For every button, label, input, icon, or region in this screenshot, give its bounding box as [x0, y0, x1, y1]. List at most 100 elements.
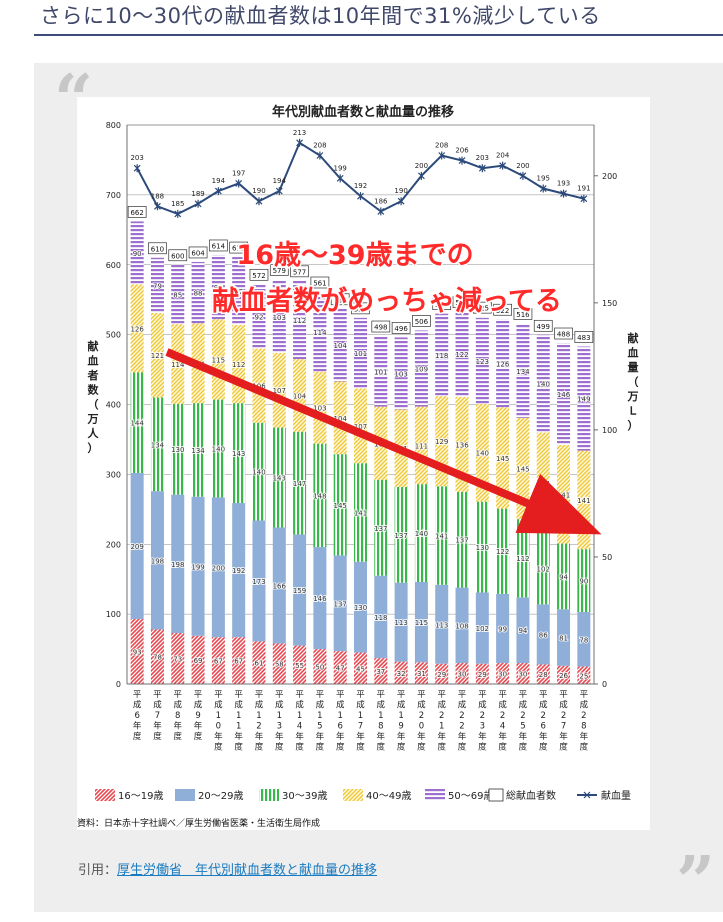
- x-tick-char: 平: [174, 690, 183, 700]
- bar-segment: [374, 479, 388, 576]
- segment-label: 50: [315, 664, 324, 672]
- legend: 16〜19歳 20〜29歳 30〜39歳 40〜49歳 50〜69歳 総献血者数 献血量: [95, 788, 631, 802]
- x-tick-char: 成: [559, 700, 568, 711]
- total-box: [127, 206, 147, 218]
- segment-label: 67: [234, 658, 243, 666]
- annotation-line-2: 献血者数がめっちゃ減ってる: [212, 285, 562, 317]
- segment-label: 92: [214, 284, 223, 292]
- x-tick-char: 平: [275, 690, 284, 700]
- volume-marker: [539, 184, 547, 193]
- legend-swatch: [488, 788, 504, 802]
- x-tick-char: 7: [358, 722, 363, 732]
- volume-label: 197: [232, 169, 245, 177]
- x-tick-char: 平: [234, 690, 243, 700]
- segment-label: 69: [194, 657, 203, 665]
- segment-label: 130: [476, 544, 489, 552]
- total-label: 610: [151, 245, 164, 253]
- total-box: [168, 249, 188, 262]
- segment-label: 113: [394, 619, 407, 627]
- x-tick-char: 度: [194, 731, 203, 742]
- volume-label: 204: [496, 152, 510, 160]
- x-tick-char: 4: [297, 722, 302, 732]
- citation-link[interactable]: 厚生労働省 年代別献血者数と献血量の推移: [117, 863, 378, 878]
- x-tick-char: 成: [275, 700, 284, 711]
- volume-marker: [357, 192, 364, 201]
- bar-segment: [394, 661, 408, 684]
- bar-segment: [252, 348, 266, 423]
- total-label: 600: [171, 252, 184, 260]
- x-tick-char: 1: [337, 711, 342, 721]
- bar-segment: [516, 663, 530, 684]
- bar-segment: [414, 406, 428, 485]
- segment-label: 137: [455, 537, 468, 545]
- bar-segment: [171, 324, 185, 404]
- total-box: [554, 327, 573, 340]
- x-tick-labels: 平成6年度平成7年度平成8年度平成9年度平成10年度平成11年度平成12年度平成…: [133, 690, 589, 753]
- bar-segment: [455, 311, 469, 397]
- x-tick-char: 成: [377, 700, 386, 711]
- x-tick-char: 3: [480, 722, 485, 732]
- segment-label: 146: [313, 595, 327, 603]
- bar-segment: [333, 651, 347, 684]
- legend-label: 50〜69歳: [448, 790, 493, 802]
- segment-label: 111: [415, 442, 428, 450]
- x-tick-char: 平: [377, 690, 386, 700]
- x-tick-char: 年: [580, 731, 589, 742]
- total-label: 561: [313, 280, 326, 288]
- bar-segment: [191, 403, 205, 497]
- bar-segment: [496, 508, 510, 594]
- x-tick-char: 8: [175, 711, 180, 721]
- total-label: 611: [232, 245, 245, 253]
- x-tick-char: 成: [478, 700, 487, 711]
- x-tick-char: 2: [419, 711, 424, 721]
- segment-label: 140: [252, 469, 265, 477]
- citation-prefix: 引用：: [78, 863, 118, 878]
- x-tick-char: 年: [316, 731, 325, 742]
- x-tick-char: 1: [358, 711, 363, 721]
- segment-label: 145: [516, 465, 529, 473]
- x-tick-char: 成: [397, 700, 406, 711]
- legend-marker: [583, 791, 591, 799]
- x-tick-char: 成: [498, 700, 507, 711]
- x-tick-char: 年: [275, 731, 284, 742]
- bar-segment: [354, 561, 367, 653]
- segment-label: 93: [133, 649, 142, 657]
- y-tick-label: 400: [106, 401, 121, 410]
- segment-label: 26: [559, 672, 568, 680]
- bar-segment: [414, 581, 428, 663]
- x-tick-char: 度: [458, 742, 467, 753]
- x-tick-char: 成: [519, 700, 528, 711]
- total-box: [513, 308, 533, 320]
- segment-label: 198: [151, 557, 164, 565]
- x-tick-char: 平: [478, 690, 487, 700]
- bar-segment: [475, 317, 489, 404]
- bar-segment: [293, 534, 307, 646]
- total-label: 572: [252, 272, 265, 280]
- total-label: 506: [415, 318, 429, 326]
- x-tick-char: 平: [580, 690, 589, 700]
- heading-underline: [34, 34, 723, 36]
- volume-marker: [397, 197, 405, 206]
- bar-segment: [150, 491, 164, 630]
- bar-segment: [211, 497, 225, 638]
- y-axis-title-char: 献: [88, 339, 99, 353]
- bar-segment: [577, 666, 591, 684]
- volume-label: 213: [293, 129, 306, 137]
- bar-segment: [455, 587, 469, 664]
- bar-segment: [516, 597, 530, 664]
- segment-label: 115: [415, 619, 428, 627]
- x-tick-char: 成: [336, 700, 345, 711]
- x-tick-char: 2: [256, 722, 261, 732]
- x-tick-char: 2: [520, 711, 525, 721]
- bar-segment: [130, 221, 144, 285]
- x-tick-char: 平: [539, 690, 548, 700]
- bar-segment: [475, 663, 489, 684]
- y2-tick-label: 50: [602, 553, 612, 562]
- segment-label: 92: [255, 313, 264, 321]
- x-tick-char: 8: [581, 722, 586, 732]
- total-box: [148, 242, 167, 255]
- x-tick-char: 度: [356, 742, 365, 753]
- x-tick-char: 7: [155, 711, 160, 721]
- x-tick-char: 平: [133, 690, 142, 700]
- x-tick-char: 年: [153, 721, 162, 732]
